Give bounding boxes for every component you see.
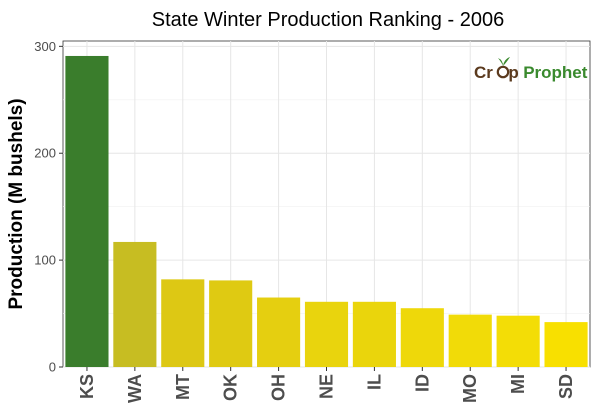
bar-mo: [448, 314, 492, 367]
x-tick-label-sd: SD: [556, 374, 576, 399]
bar-oh: [257, 297, 301, 367]
cropprophet-logo: Cr p Prophet: [474, 57, 588, 82]
bars: [65, 55, 588, 368]
logo-text-part3: Prophet: [523, 63, 588, 82]
sprout-icon: [496, 57, 510, 79]
bar-mi: [496, 315, 540, 367]
bar-ok: [209, 280, 253, 367]
y-axis-label: Production (M bushels): [6, 98, 27, 309]
y-tick-label: 200: [34, 146, 56, 161]
bar-id: [400, 308, 444, 367]
x-tick-label-mo: MO: [460, 374, 480, 403]
gridlines: [63, 41, 590, 368]
logo-text-part2: p: [508, 63, 518, 82]
x-tick-label-oh: OH: [269, 374, 289, 401]
x-axis: KS WA MT OK OH NE IL ID MO MI SD: [77, 367, 576, 403]
chart-title: State Winter Production Ranking - 2006: [152, 9, 504, 31]
bar-ne: [304, 301, 349, 367]
x-tick-label-ks: KS: [77, 374, 97, 399]
logo-text-part1: Cr: [474, 63, 493, 82]
y-tick-label: 100: [34, 253, 56, 268]
svg-text:Cr p Prophet: Cr p Prophet: [474, 63, 588, 82]
x-tick-label-ne: NE: [317, 374, 337, 399]
x-tick-label-ok: OK: [221, 374, 241, 401]
x-tick-label-il: IL: [364, 374, 384, 390]
x-tick-label-mi: MI: [508, 374, 528, 394]
x-tick-label-id: ID: [412, 374, 432, 392]
bar-mt: [161, 279, 205, 367]
y-axis: 0 100 200 300: [34, 39, 63, 375]
x-tick-label-mt: MT: [173, 374, 193, 400]
bar-il: [352, 301, 396, 367]
y-tick-label: 300: [34, 39, 56, 54]
bar-ks: [65, 55, 109, 368]
bar-wa: [113, 241, 157, 367]
x-tick-label-wa: WA: [125, 374, 145, 403]
bar-sd: [544, 322, 588, 367]
y-tick-label: 0: [49, 360, 56, 375]
plot-area: [62, 40, 591, 368]
